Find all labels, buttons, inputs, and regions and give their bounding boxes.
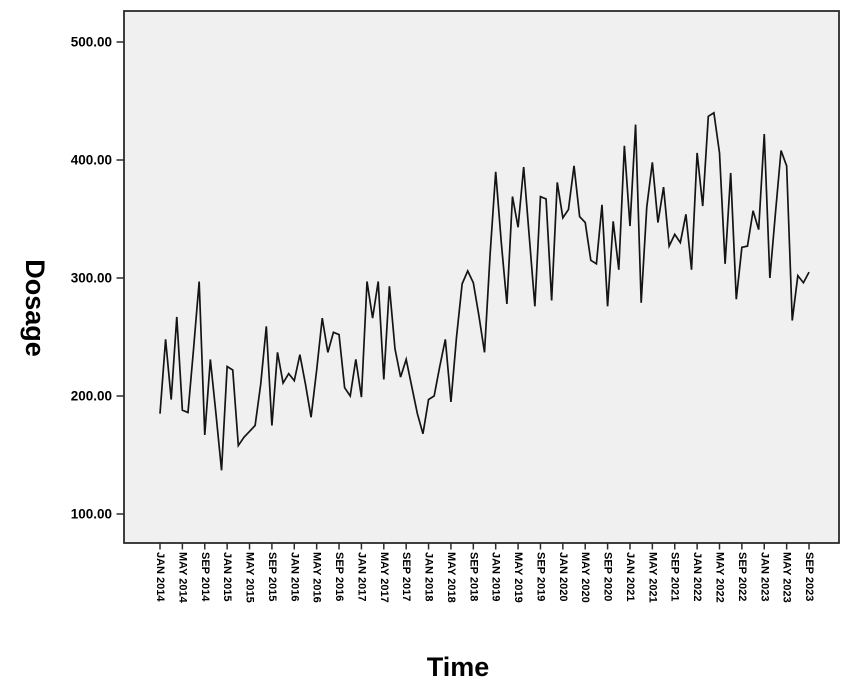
x-tick-label: SEP 2022 — [736, 552, 748, 601]
x-tick-label: MAY 2014 — [176, 552, 188, 604]
y-tick-label: 400.00 — [71, 153, 112, 168]
dosage-line — [159, 111, 810, 471]
x-tick-label: SEP 2021 — [669, 552, 681, 601]
x-tick-label: SEP 2015 — [266, 552, 278, 601]
x-tick-label: JAN 2016 — [288, 552, 300, 602]
x-tick-label: JAN 2019 — [490, 552, 502, 602]
x-tick-label: MAY 2023 — [781, 552, 793, 603]
x-tick-label: JAN 2023 — [758, 552, 770, 602]
x-axis-title: Time — [427, 652, 490, 682]
y-tick-label: 500.00 — [71, 35, 112, 50]
x-tick-label: JAN 2021 — [624, 552, 636, 602]
y-tick-label: 100.00 — [71, 507, 112, 522]
x-tick-label: MAY 2020 — [579, 552, 591, 603]
x-tick-label: SEP 2020 — [602, 552, 614, 601]
x-tick-label: SEP 2016 — [333, 552, 345, 601]
x-tick-label: SEP 2017 — [400, 552, 412, 601]
x-tick-label: MAY 2018 — [445, 552, 457, 603]
x-tick-label: MAY 2016 — [311, 552, 323, 603]
x-tick-label: SEP 2014 — [199, 552, 211, 602]
x-tick-label: SEP 2023 — [803, 552, 815, 601]
x-tick-label: MAY 2019 — [512, 552, 524, 603]
x-tick-label: SEP 2019 — [534, 552, 546, 601]
x-tick-label: MAY 2015 — [244, 552, 256, 603]
plot-area — [123, 10, 840, 544]
x-tick-label: JAN 2014 — [154, 552, 166, 602]
x-tick-label: JAN 2015 — [221, 552, 233, 602]
y-tick-label: 300.00 — [71, 271, 112, 286]
x-tick-label: MAY 2022 — [714, 552, 726, 603]
x-axis-ticks: JAN 2014 MAY 2014 SEP 2014 JAN 2015 MAY 2015… — [154, 543, 815, 604]
x-tick-label: SEP 2018 — [467, 552, 479, 601]
data-series — [159, 111, 810, 471]
y-tick-label: 200.00 — [71, 389, 112, 404]
x-tick-label: JAN 2022 — [691, 552, 703, 602]
x-tick-label: JAN 2020 — [557, 552, 569, 602]
x-tick-label: MAY 2017 — [378, 552, 390, 603]
x-tick-label: MAY 2021 — [646, 552, 658, 603]
x-tick-label: JAN 2018 — [423, 552, 435, 602]
y-axis-title: Dosage — [20, 259, 50, 357]
y-axis-ticks: 100.00 200.00 300.00 400.00 500.00 — [71, 35, 124, 522]
x-tick-label: JAN 2017 — [355, 552, 367, 602]
